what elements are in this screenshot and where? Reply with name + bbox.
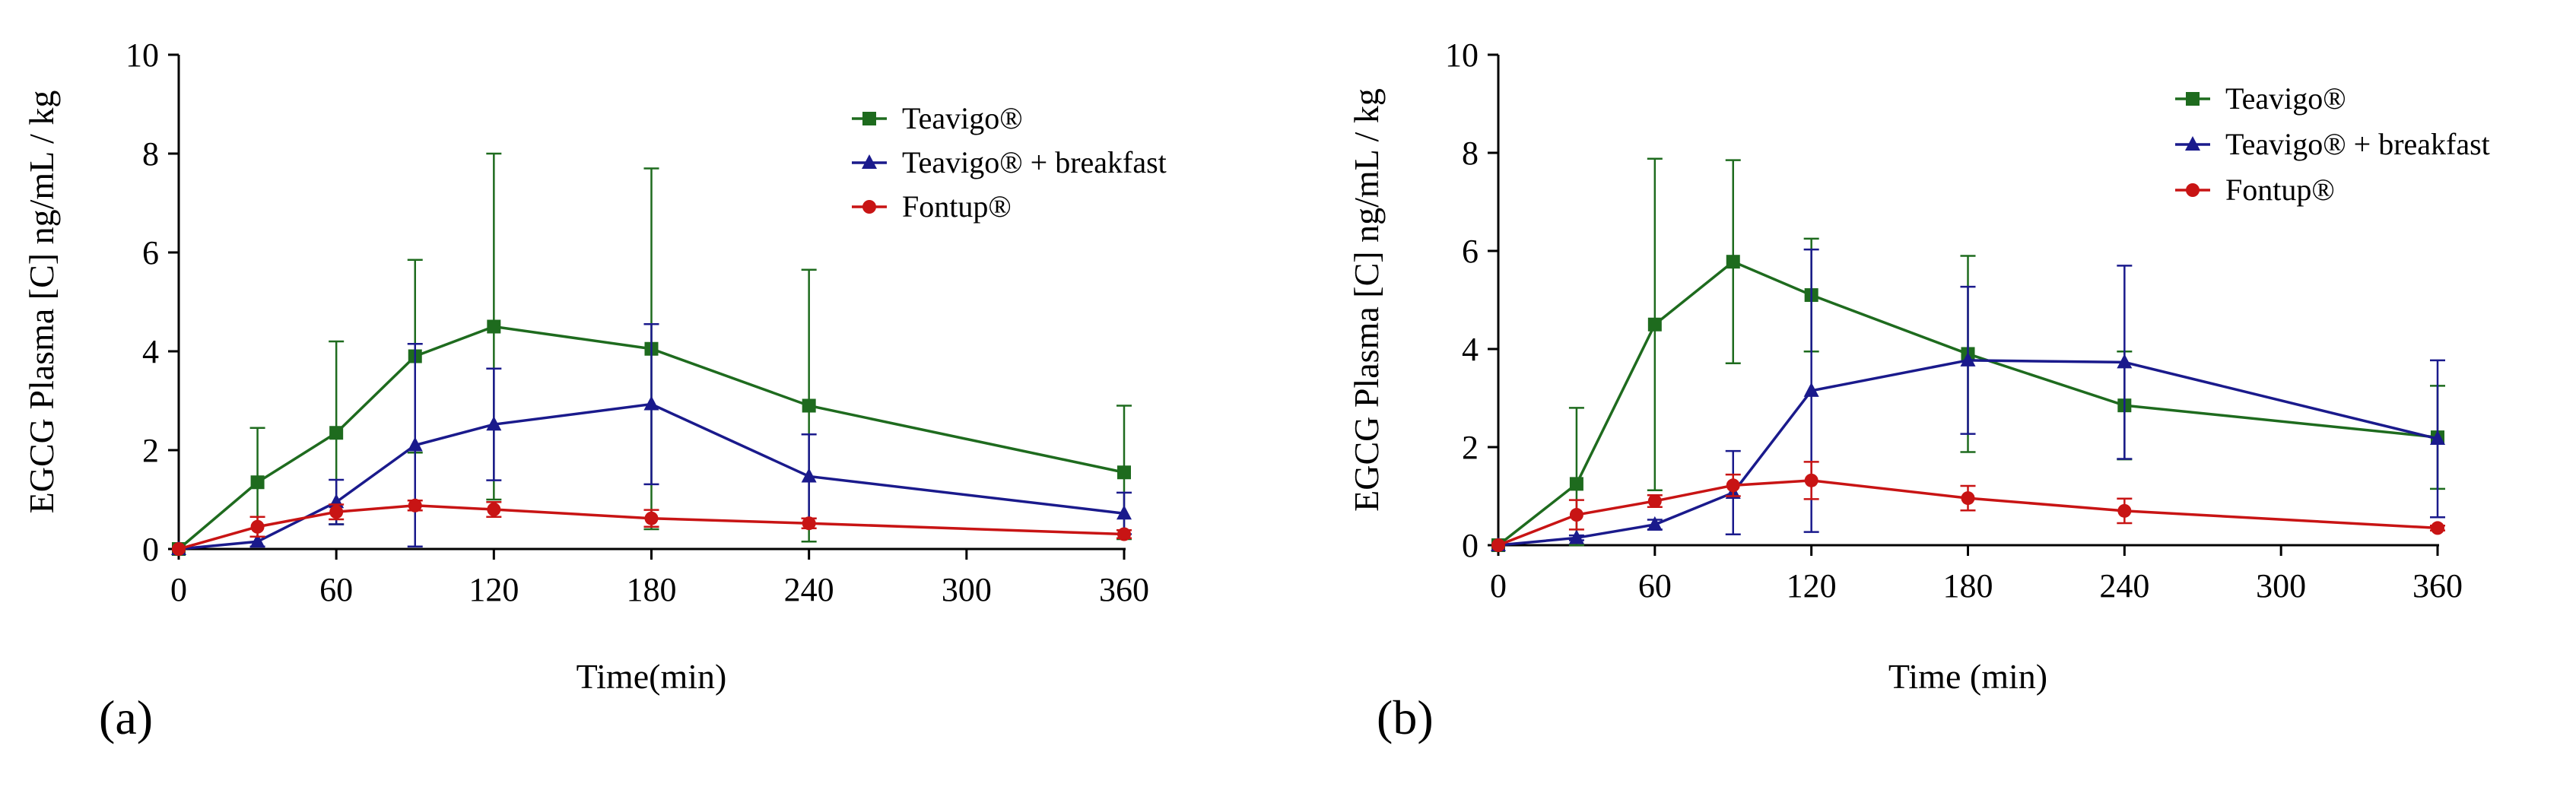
x-tick-label: 0 <box>170 571 187 608</box>
y-axis-title: EGCG Plasma [C] ng/mL / kg <box>22 90 61 514</box>
x-tick-label: 60 <box>319 571 353 608</box>
data-point <box>250 475 265 490</box>
data-point <box>1569 477 1583 491</box>
y-tick-label: 4 <box>1462 331 1479 368</box>
legend-label: Fontup® <box>2225 173 2335 207</box>
series-line <box>177 325 1125 551</box>
data-point <box>487 503 501 516</box>
data-point <box>1726 478 1740 493</box>
x-tick-label: 60 <box>1638 567 1672 605</box>
data-point <box>1961 491 1975 506</box>
x-tick-label: 120 <box>469 571 519 608</box>
x-tick-label: 180 <box>627 571 677 608</box>
legend-entry: Teavigo® + breakfast <box>852 145 1167 179</box>
y-tick-label: 10 <box>1445 36 1479 74</box>
data-point <box>172 542 186 556</box>
legend-entry: Fontup® <box>852 189 1012 224</box>
data-point <box>801 468 817 483</box>
x-tick-label: 0 <box>1490 567 1507 605</box>
data-point <box>1569 508 1583 522</box>
y-tick-label: 4 <box>142 333 159 370</box>
x-tick-label: 360 <box>2412 567 2463 605</box>
x-tick-label: 240 <box>784 571 834 608</box>
data-point <box>2117 503 2132 518</box>
x-axis-title: Time (min) <box>1888 657 2047 696</box>
x-tick-label: 300 <box>942 571 992 608</box>
legend-marker <box>2186 92 2200 106</box>
legend-marker <box>862 154 877 169</box>
data-point <box>802 398 816 413</box>
legend-marker <box>862 112 876 125</box>
panel-b: 0 60 120 180 240 300 360 0 2 4 6 8 10 Time (min) EGCG … <box>1347 36 2490 744</box>
x-tick-label: 300 <box>2256 567 2306 605</box>
legend-label: Teavigo® + breakfast <box>902 145 1167 179</box>
series-line <box>1497 260 2438 547</box>
series-circle <box>1491 461 2445 552</box>
y-tick-label: 6 <box>1462 233 1479 270</box>
data-point <box>1647 493 1662 508</box>
legend-label: Fontup® <box>902 189 1012 224</box>
data-point <box>2430 430 2445 446</box>
data-point <box>408 498 422 513</box>
legend-marker <box>862 200 876 214</box>
data-point <box>2431 521 2444 535</box>
series-line <box>1498 359 2438 547</box>
legend-marker <box>2186 183 2200 197</box>
legend-label: Teavigo® <box>2225 81 2346 116</box>
series-triangle <box>171 323 1132 555</box>
legend-label: Teavigo® <box>902 101 1023 135</box>
data-point <box>487 319 501 334</box>
x-tick-label: 120 <box>1787 567 1837 605</box>
data-point <box>486 416 502 431</box>
series-line <box>1498 479 2438 547</box>
y-tick-label: 0 <box>1462 527 1479 564</box>
y-tick-label: 6 <box>142 234 159 271</box>
data-point <box>1647 317 1662 332</box>
data-point <box>1117 465 1131 480</box>
data-point <box>249 533 265 548</box>
y-tick-label: 2 <box>142 432 159 469</box>
legend-marker <box>2185 136 2200 151</box>
data-point <box>329 505 344 519</box>
data-point <box>1116 505 1132 520</box>
panel-label: (b) <box>1377 690 1434 744</box>
series-circle <box>172 498 1132 556</box>
legend-entry: Fontup® <box>2175 173 2335 207</box>
data-point <box>1491 538 1505 552</box>
y-tick-label: 8 <box>1462 135 1479 172</box>
panel-a: 0 60 120 180 240 300 360 0 2 4 6 8 10 Time(min) EGCG P… <box>22 36 1167 744</box>
panel-label: (a) <box>99 690 153 744</box>
series-line <box>178 402 1125 551</box>
y-tick-label: 8 <box>142 135 159 173</box>
y-tick-label: 10 <box>125 36 159 74</box>
data-point <box>1960 351 1976 367</box>
legend-entry: Teavigo® + breakfast <box>2175 127 2490 161</box>
x-tick-label: 180 <box>1943 567 1993 605</box>
y-axis-title: EGCG Plasma [C] ng/mL / kg <box>1347 88 1386 512</box>
data-point <box>1726 255 1740 269</box>
data-point <box>2117 354 2133 369</box>
data-point <box>250 519 265 534</box>
y-tick-label: 0 <box>142 531 159 568</box>
data-point <box>329 426 344 440</box>
series-line <box>178 504 1125 551</box>
x-tick-label: 240 <box>2099 567 2149 605</box>
y-tick-label: 2 <box>1462 429 1479 466</box>
data-point <box>1647 516 1663 531</box>
legend-entry: Teavigo® <box>2175 81 2346 116</box>
data-point <box>1804 473 1818 487</box>
data-point <box>802 516 816 531</box>
data-point <box>1803 382 1819 397</box>
data-point <box>643 395 659 411</box>
legend-label: Teavigo® + breakfast <box>2225 127 2490 161</box>
x-axis-title: Time(min) <box>577 657 727 696</box>
data-point <box>644 511 659 525</box>
data-point <box>1117 527 1131 541</box>
data-point <box>407 436 423 452</box>
x-tick-label: 360 <box>1099 571 1149 608</box>
data-point <box>1568 529 1584 544</box>
legend-entry: Teavigo® <box>852 101 1023 135</box>
